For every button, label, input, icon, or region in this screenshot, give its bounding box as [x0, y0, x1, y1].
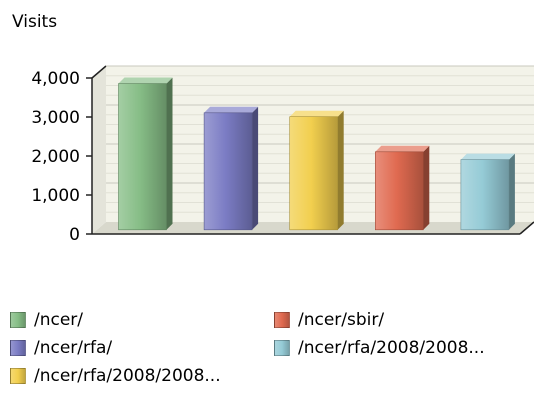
legend-label: /ncer/rfa/ — [34, 338, 113, 358]
y-axis-title: Visits — [12, 12, 57, 32]
chart-canvas: Visits 0 1,000 2,000 3,000 4,000 — [12, 12, 534, 245]
y-tick-labels: 0 1,000 2,000 3,000 4,000 — [31, 69, 92, 245]
bars — [118, 77, 515, 231]
legend-swatch — [274, 312, 290, 328]
bar-front — [289, 116, 339, 231]
bar-front — [118, 83, 167, 231]
bar-front — [203, 112, 253, 231]
y-tick-label: 4,000 — [31, 69, 80, 89]
bar — [374, 145, 430, 231]
bar-side — [252, 106, 259, 230]
legend-swatch — [10, 340, 26, 356]
axis-line — [519, 221, 534, 235]
legend-item: /ncer/ — [10, 306, 274, 334]
bar-top — [118, 77, 173, 84]
axis-line — [91, 65, 107, 79]
legend-swatch — [10, 368, 26, 384]
legend-swatch — [274, 340, 290, 356]
y-tick-label: 0 — [69, 225, 80, 245]
legend-item: /ncer/rfa/2008/2008... — [274, 334, 530, 362]
y-tick-label: 2,000 — [31, 147, 80, 167]
bar — [203, 106, 259, 231]
legend: /ncer/ /ncer/rfa/ /ncer/rfa/2008/2008...… — [10, 306, 530, 390]
bar-side — [166, 77, 173, 230]
bar-top — [375, 145, 430, 152]
legend-label: /ncer/rfa/2008/2008... — [34, 366, 221, 386]
legend-item: /ncer/rfa/ — [10, 334, 274, 362]
bar — [460, 153, 515, 231]
bar — [289, 110, 344, 231]
bar-front — [374, 151, 424, 231]
bar-top — [289, 110, 344, 117]
legend-label: /ncer/sbir/ — [298, 310, 385, 330]
plot-side-wall — [92, 66, 106, 234]
bar-side — [337, 110, 344, 230]
bar-top — [460, 153, 515, 160]
legend-swatch — [10, 312, 26, 328]
legend-item: /ncer/sbir/ — [274, 306, 530, 334]
legend-item: /ncer/rfa/2008/2008... — [10, 362, 274, 390]
legend-label: /ncer/ — [34, 310, 84, 330]
legend-label: /ncer/rfa/2008/2008... — [298, 338, 485, 358]
bar-side — [508, 153, 515, 230]
bar-side — [423, 145, 430, 230]
y-tick-label: 1,000 — [31, 186, 80, 206]
bar-front — [460, 159, 510, 231]
y-tick-label: 3,000 — [31, 108, 80, 128]
bar-top — [204, 106, 259, 113]
bar — [118, 77, 173, 231]
